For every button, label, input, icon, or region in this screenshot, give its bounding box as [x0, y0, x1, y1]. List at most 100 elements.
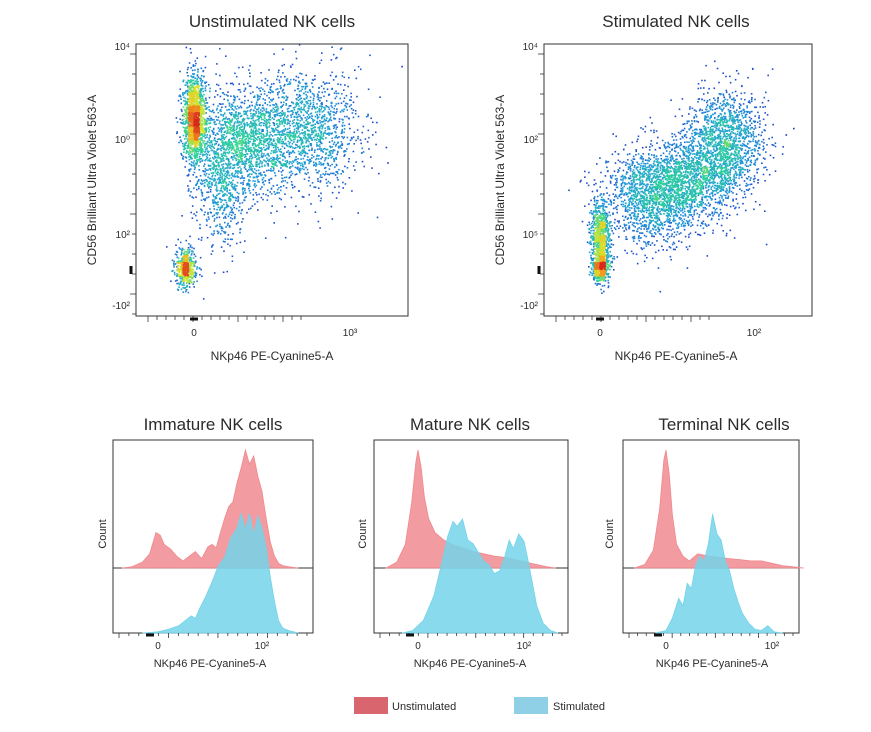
scatter-point: [352, 165, 355, 167]
scatter-point: [323, 147, 326, 150]
scatter-point: [273, 82, 275, 85]
scatter-point: [227, 141, 229, 143]
scatter-point: [184, 132, 187, 134]
scatter-point: [246, 122, 248, 124]
scatter-point: [204, 199, 206, 201]
scatter-point: [229, 200, 231, 202]
scatter-point: [192, 79, 195, 82]
scatter-point: [199, 90, 201, 92]
scatter-point: [191, 112, 194, 115]
scatter-point: [339, 83, 342, 86]
scatter-point: [242, 129, 244, 131]
scatter-point: [282, 72, 284, 74]
scatter-point: [214, 151, 217, 153]
scatter-point: [326, 105, 329, 108]
scatter-point: [336, 108, 338, 110]
scatter-point: [315, 169, 317, 171]
scatter-point: [221, 139, 224, 142]
scatter-point: [335, 92, 338, 95]
scatter-point: [271, 144, 273, 147]
scatter-point: [201, 98, 203, 101]
scatter-point: [217, 163, 220, 165]
scatter-point: [188, 168, 191, 171]
scatter-point: [284, 236, 287, 239]
scatter-point: [203, 198, 205, 200]
scatter-point: [205, 97, 207, 100]
scatter-point: [213, 150, 216, 152]
scatter-point: [198, 155, 201, 158]
scatter-point: [264, 82, 266, 84]
scatter-point: [260, 155, 263, 158]
scatter-point: [176, 121, 179, 123]
scatter-point: [333, 160, 336, 162]
scatter-point: [334, 174, 337, 176]
scatter-point: [324, 91, 326, 93]
scatter-point: [254, 150, 256, 152]
scatter-point: [235, 134, 238, 137]
scatter-point: [248, 85, 251, 87]
scatter-point: [201, 159, 204, 162]
scatter-point: [329, 145, 331, 148]
scatter-point: [219, 209, 221, 211]
scatter-point: [262, 130, 264, 132]
scatter-point: [263, 159, 265, 161]
scatter-point: [280, 117, 282, 120]
scatter-point: [279, 121, 282, 123]
scatter-point: [209, 117, 212, 120]
scatter-point: [348, 177, 351, 179]
scatter-point: [218, 181, 220, 183]
scatter-point: [188, 163, 191, 165]
scatter-point: [242, 177, 245, 179]
scatter-point: [331, 71, 333, 74]
scatter-point: [316, 171, 318, 174]
scatter-point: [289, 137, 291, 140]
scatter-point: [281, 130, 283, 132]
scatter-point: [254, 182, 256, 185]
scatter-point: [282, 180, 284, 182]
scatter-point: [337, 83, 339, 85]
scatter-point: [190, 139, 192, 142]
scatter-point: [188, 274, 190, 277]
scatter-point: [295, 57, 298, 60]
scatter-point: [328, 141, 331, 143]
scatter-point: [213, 118, 215, 121]
scatter-point: [218, 103, 221, 105]
scatter-point: [253, 134, 255, 137]
scatter-point: [256, 165, 258, 168]
scatter-point: [252, 188, 255, 191]
scatter-point: [195, 145, 198, 148]
scatter-point: [289, 65, 292, 67]
scatter-point: [309, 184, 312, 187]
scatter-point: [344, 154, 346, 156]
scatter-point: [285, 134, 287, 136]
scatter-point: [202, 117, 205, 119]
scatter-point: [196, 135, 199, 138]
scatter-point: [299, 119, 301, 122]
scatter-point: [274, 174, 277, 177]
scatter-point: [198, 101, 201, 104]
scatter-point: [299, 167, 301, 170]
scatter-point: [223, 194, 226, 197]
scatter-point: [188, 282, 191, 285]
scatter-point: [182, 270, 185, 273]
scatter-point: [280, 87, 282, 89]
scatter-point: [195, 90, 198, 92]
scatter-point: [341, 132, 343, 134]
scatter-point: [341, 128, 344, 131]
scatter-point: [221, 128, 224, 131]
scatter-point: [176, 251, 179, 253]
scatter-point: [208, 187, 210, 189]
scatter-point: [179, 248, 181, 250]
scatter-point: [192, 110, 195, 113]
scatter-point: [243, 122, 246, 124]
scatter-point: [241, 149, 243, 152]
scatter-point: [368, 148, 370, 150]
scatter-point: [179, 139, 182, 141]
scatter-point: [256, 176, 258, 179]
scatter-point: [217, 144, 220, 147]
scatter-point: [248, 123, 250, 126]
scatter-point: [222, 158, 225, 160]
scatter-point: [270, 212, 272, 214]
scatter-point: [278, 150, 281, 153]
scatter-point: [303, 121, 305, 124]
